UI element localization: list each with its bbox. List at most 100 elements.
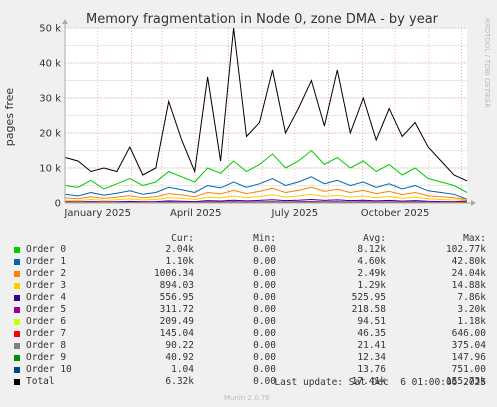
legend-avg: 8.12k [357,244,386,255]
legend-row: Order 2 1006.34 0.00 2.49k 24.04k [14,268,486,280]
legend-cur: 1006.34 [153,268,194,279]
legend-cur: 209.49 [159,316,194,327]
x-tick-label: April 2025 [170,208,221,219]
legend-row: Order 9 40.92 0.00 12.34 147.96 [14,352,486,364]
legend-max: 7.86k [457,292,486,303]
legend-avg: 1.29k [357,280,386,291]
legend-min: 0.00 [253,292,276,303]
legend-cur: 90.22 [165,340,194,351]
legend-swatch [14,379,20,385]
legend-swatch [14,247,20,253]
legend-min: 0.00 [253,256,276,267]
legend-row: Order 8 90.22 0.00 21.41 375.04 [14,340,486,352]
legend-swatch [14,343,20,349]
legend-swatch [14,355,20,361]
x-tick-label: January 2025 [63,208,131,219]
series-line-order-3 [64,193,468,202]
legend-cur: 2.04k [165,244,194,255]
legend-name: Order 5 [26,304,67,315]
legend-row: Order 7 145.04 0.00 46.35 646.00 [14,328,486,340]
legend-cur: 894.03 [159,280,194,291]
legend-name: Total [26,376,55,387]
legend-row: Order 3 894.03 0.00 1.29k 14.88k [14,280,486,292]
legend-swatch [14,271,20,277]
legend-row: Order 0 2.04k 0.00 8.12k 102.77k [14,244,486,256]
legend-row: Order 4 556.95 0.00 525.95 7.86k [14,292,486,304]
x-tick-label: October 2025 [361,208,430,219]
legend-min: 0.00 [253,376,276,387]
legend-avg: 94.51 [357,316,386,327]
y-axis-label: pages free [3,88,16,147]
y-tick-label: 40 k [39,59,61,70]
legend-max: 14.88k [451,280,486,291]
legend-cur: 6.32k [165,376,194,387]
y-tick-label: 0 [55,199,61,210]
legend-swatch [14,259,20,265]
legend-max: 646.00 [451,328,486,339]
header-avg: Avg: [363,233,386,244]
y-tick-label: 10 k [39,164,61,175]
legend-min: 0.00 [253,340,276,351]
legend-min: 0.00 [253,304,276,315]
legend-min: 0.00 [253,280,276,291]
x-axis-arrow [471,200,476,206]
legend-min: 0.00 [253,316,276,327]
legend-cur: 40.92 [165,352,194,363]
legend-cur: 556.95 [159,292,194,303]
legend-name: Order 7 [26,328,67,339]
legend-name: Order 9 [26,352,67,363]
series-line-order-1 [64,176,468,200]
legend-name: Order 3 [26,280,67,291]
last-update: Last update: Sat Dec 6 01:00:06 2025 [274,377,486,388]
axes: 0 10 k 20 k 30 k 40 k 50 k January 2025 April 2… [39,19,476,219]
header-max: Max: [463,233,486,244]
legend-name: Order 6 [26,316,67,327]
header-min: Min: [253,233,276,244]
series-line-order-4 [64,198,468,203]
legend-max: 1.18k [457,316,486,327]
legend-avg: 21.41 [357,340,386,351]
legend-swatch [14,331,20,337]
legend-swatch [14,307,20,313]
legend-cur: 1.04 [171,364,194,375]
legend-max: 155.73k [445,376,486,387]
legend-name: Order 2 [26,268,67,279]
legend-max: 42.80k [451,256,486,267]
legend-avg: 2.49k [357,268,386,279]
legend-swatch [14,319,20,325]
legend-swatch [14,283,20,289]
header-cur: Cur: [171,233,194,244]
legend-table: Cur: Min: Avg: Max: Order 0 2.04k 0.00 8.12… [14,233,486,388]
legend-row: Order 6 209.49 0.00 94.51 1.18k [14,316,486,328]
series-line-total [64,27,468,182]
legend-name: Order 0 [26,244,67,255]
legend-cur: 145.04 [159,328,194,339]
legend-min: 0.00 [253,352,276,363]
legend-avg: 12.34 [357,352,386,363]
chart-title: Memory fragmentation in Node 0, zone DMA… [86,12,439,27]
legend-header: Cur: Min: Avg: Max: [14,233,486,244]
y-tick-label: 20 k [39,129,61,140]
legend-swatch [14,295,20,301]
legend-avg: 218.58 [351,304,386,315]
legend-name: Order 1 [26,256,67,267]
legend-min: 0.00 [253,328,276,339]
legend-min: 0.00 [253,268,276,279]
legend-row: Order 1 1.10k 0.00 4.60k 42.80k [14,256,486,268]
legend-avg: 46.35 [357,328,386,339]
x-tick-label: July 2025 [271,208,319,219]
legend-avg: 4.60k [357,256,386,267]
legend-max: 102.77k [445,244,486,255]
legend-name: Order 4 [26,292,67,303]
legend-avg: 13.76 [357,364,386,375]
legend-max: 3.20k [457,304,486,315]
legend-swatch [14,367,20,373]
legend-name: Order 10 [26,364,72,375]
legend-avg: 17.41k [351,376,386,387]
y-tick-label: 30 k [39,94,61,105]
munin-version: Munin 2.0.76 [224,394,270,402]
legend-row: Total 6.32k 0.00 17.41k 155.73k [14,376,486,388]
y-tick-label: 50 k [39,24,61,35]
legend-name: Order 8 [26,340,67,351]
legend-max: 375.04 [451,340,486,351]
